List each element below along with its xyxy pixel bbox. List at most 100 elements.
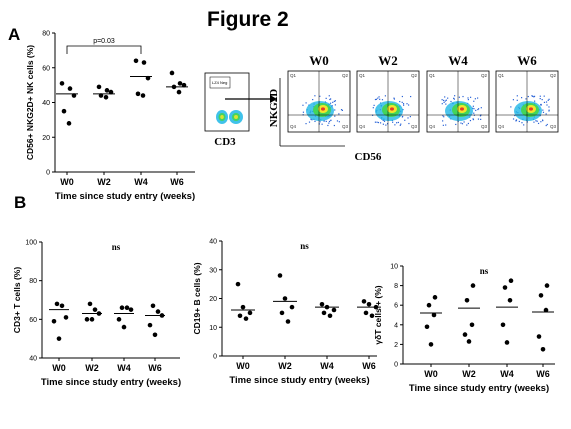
flow-event-dot (393, 97, 395, 99)
data-point (141, 60, 147, 65)
flow-event-dot (340, 109, 343, 111)
data-point (181, 82, 187, 88)
data-point (543, 307, 549, 313)
data-point (428, 342, 434, 347)
data-point (507, 298, 513, 303)
flow-event-dot (385, 124, 387, 126)
quadrant-label: Q3 (411, 124, 418, 129)
quadrant-label: Q2 (342, 73, 349, 78)
data-point (119, 305, 125, 311)
data-point (432, 295, 438, 300)
flow-event-dot (545, 124, 547, 127)
flow-event-dot (547, 99, 549, 101)
flow-event-dot (542, 120, 544, 122)
data-point (61, 108, 67, 114)
data-point (96, 84, 102, 90)
flow-event-dot (394, 124, 396, 126)
density-level-4 (390, 107, 394, 111)
flow-week-label: W2 (378, 53, 398, 68)
flow-y-axis-label: NKG2D (268, 89, 280, 128)
flow-event-dot (373, 104, 375, 106)
flow-event-dot (527, 95, 529, 98)
data-point (124, 305, 130, 311)
data-point (426, 302, 432, 308)
data-point (331, 307, 337, 313)
flow-event-dot (525, 98, 527, 100)
flow-event-dot (445, 124, 447, 126)
data-point (235, 281, 241, 287)
flow-event-dot (334, 100, 336, 102)
flow-event-dot (546, 104, 548, 106)
data-point (466, 339, 472, 344)
flow-event-dot (378, 96, 380, 98)
flow-event-dot (330, 98, 332, 100)
data-point (176, 89, 182, 95)
flow-event-dot (331, 105, 333, 107)
x-tick-label: W6 (148, 363, 162, 373)
data-point (63, 315, 69, 320)
y-tick-label: 8 (394, 283, 398, 290)
flow-event-dot (442, 99, 445, 102)
chart-panel-b3: 0 2 4 6 8 10 W0 W2 W4 W6 γδT cells + (%) Time since… (373, 264, 555, 394)
data-point (104, 88, 110, 93)
flow-event-dot (521, 122, 523, 124)
flow-event-dot (479, 115, 482, 117)
gate-box-label: LZ4 Neg (212, 80, 227, 85)
data-point (366, 301, 372, 307)
flow-event-dot (453, 98, 455, 100)
x-axis-title: Time since study entry (weeks) (41, 377, 181, 388)
data-point (361, 299, 367, 304)
data-point (66, 121, 72, 126)
data-point (243, 316, 249, 321)
data-point (319, 301, 325, 307)
quadrant-label: Q2 (550, 73, 557, 78)
significance-label: ns (112, 242, 121, 252)
flow-event-dot (442, 115, 444, 117)
y-axis-title: CD19+ B cells (%) (192, 262, 202, 334)
chart-panel-a: 0 20 40 60 80 W0 W2 W4 W6 CD56+ NKG2D+ NK cells (… (25, 31, 195, 203)
flow-event-dot (445, 99, 447, 101)
x-axis-title: Time since study entry (weeks) (229, 375, 369, 386)
flow-event-dot (512, 99, 515, 101)
flow-event-dot (540, 104, 542, 106)
flow-event-dot (460, 122, 462, 124)
quadrant-label: Q4 (429, 124, 436, 129)
flow-event-dot (302, 111, 305, 113)
flow-event-dot (545, 113, 547, 115)
data-point (504, 340, 510, 345)
flow-event-dot (539, 97, 541, 100)
flow-event-dot (408, 122, 410, 125)
quadrant-label: Q2 (411, 73, 418, 78)
data-point (121, 324, 127, 330)
flow-event-dot (401, 95, 403, 98)
flow-event-dot (325, 97, 327, 99)
data-point (470, 283, 476, 288)
flow-event-dot (325, 120, 327, 122)
flow-event-dot (472, 118, 475, 121)
data-point (469, 322, 475, 328)
quadrant-label: Q3 (481, 124, 488, 129)
x-tick-label: W6 (536, 369, 550, 379)
chart-panel-b1: 40 60 80 100 W0 W2 W4 W6 CD3+ T cells (%) Time si… (12, 240, 181, 389)
flow-event-dot (540, 121, 542, 123)
flow-event-dot (336, 120, 339, 122)
data-point (133, 58, 139, 64)
flow-event-dot (314, 120, 316, 123)
flow-event-dot (445, 103, 447, 105)
flow-plot-w2: W2 Q1 Q2 Q4 Q3 (356, 53, 420, 133)
flow-event-dot (402, 115, 404, 118)
flow-event-dot (382, 123, 384, 125)
x-tick-label: W4 (117, 363, 131, 373)
gating-x-axis-label: CD3 (214, 136, 236, 148)
flow-event-dot (540, 103, 542, 106)
data-point (89, 317, 95, 322)
flow-event-dot (526, 121, 528, 123)
flow-event-dot (334, 115, 336, 117)
flow-event-dot (514, 114, 516, 117)
data-point (544, 283, 550, 288)
flow-event-dot (535, 120, 537, 122)
flow-event-dot (401, 101, 403, 103)
quadrant-label: Q3 (342, 124, 349, 129)
density-level-4 (529, 107, 533, 111)
x-tick-label: W4 (320, 361, 334, 371)
